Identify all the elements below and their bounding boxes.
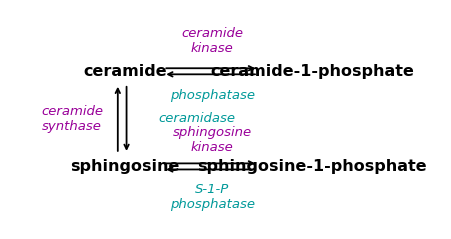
Text: sphingosine: sphingosine: [70, 159, 179, 174]
Text: ceramidase: ceramidase: [158, 112, 235, 125]
Text: ceramide-1-phosphate: ceramide-1-phosphate: [210, 64, 413, 78]
Text: sphingosine
kinase: sphingosine kinase: [172, 126, 251, 154]
Text: sphingosine-1-phosphate: sphingosine-1-phosphate: [197, 159, 426, 174]
Text: ceramide
kinase: ceramide kinase: [181, 27, 243, 55]
Text: phosphatase: phosphatase: [170, 89, 254, 102]
Text: ceramide: ceramide: [83, 64, 166, 78]
Text: S-1-P
phosphatase: S-1-P phosphatase: [170, 183, 254, 211]
Text: ceramide
synthase: ceramide synthase: [41, 105, 103, 133]
